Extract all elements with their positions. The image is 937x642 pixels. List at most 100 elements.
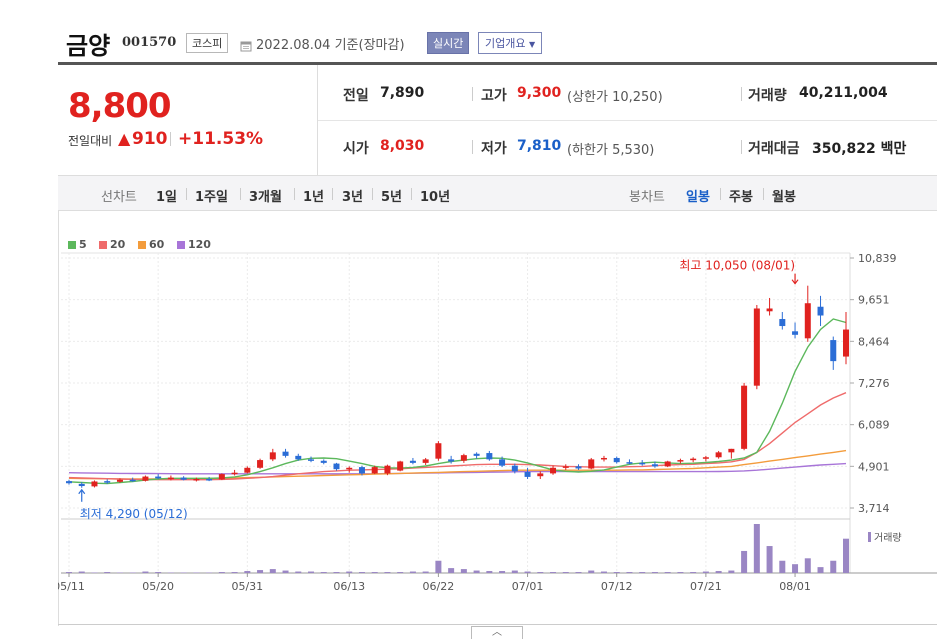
candle-down <box>320 460 327 463</box>
corp-info-dropdown[interactable]: 기업개요 ▼ <box>478 32 543 54</box>
volume-bar <box>486 571 493 573</box>
change-label: 전일대비 <box>68 134 113 148</box>
period-3y[interactable]: 3년 <box>342 190 364 205</box>
expand-chart-button[interactable]: ︿ <box>471 626 523 639</box>
candle-down <box>486 453 493 460</box>
amount-label: 거래대금 <box>748 141 800 157</box>
candle-down <box>779 319 786 327</box>
candle-up <box>116 479 123 482</box>
candlestick-chart: 10,839 9,651 8,464 7,276 6,089 4,901 3,714 05/1… <box>58 252 937 593</box>
volume-bar <box>206 572 213 574</box>
x-tick-label: 07/01 <box>512 580 544 593</box>
candle-up <box>460 455 467 461</box>
legend-swatch-ma60 <box>138 241 146 249</box>
low-value: 7,810 <box>517 138 562 154</box>
candle-up <box>804 303 811 339</box>
min-price-annotation: 최저 4,290 (05/12) <box>80 507 188 521</box>
ma-line-ma5 <box>68 318 847 485</box>
candle-down <box>499 459 506 466</box>
candle-up <box>728 448 735 453</box>
volume-bar <box>358 572 365 573</box>
volume-bar <box>397 572 404 573</box>
volume-bar <box>550 572 557 573</box>
chevron-up-icon: ︿ <box>492 627 502 638</box>
volume-value: 40,211,004 <box>799 85 888 101</box>
candle-up <box>843 329 849 357</box>
volume-bar <box>664 572 671 573</box>
candle-daily[interactable]: 일봉 <box>686 190 710 205</box>
candle-up <box>167 477 174 480</box>
volume-bar <box>371 572 378 573</box>
candle-up <box>690 458 697 461</box>
volume-bar <box>257 570 264 573</box>
volume-bar <box>600 571 607 573</box>
low-label: 저가 <box>481 141 507 157</box>
volume-bar <box>613 572 620 573</box>
volume-bar <box>409 571 416 573</box>
volume-bar <box>308 571 315 573</box>
candle-up <box>397 461 404 471</box>
y-tick-label: 6,089 <box>858 419 890 432</box>
period-1y[interactable]: 1년 <box>303 190 325 205</box>
legend-ma60: 60 <box>149 238 165 251</box>
lower-limit: (하한가 5,530) <box>567 143 655 158</box>
row-divider <box>318 120 937 121</box>
volume-bar <box>155 572 162 573</box>
candle-up <box>218 474 225 480</box>
volume-bar <box>295 571 302 573</box>
volume-bar <box>346 571 353 573</box>
divider <box>720 188 721 200</box>
period-1d[interactable]: 1일 <box>156 190 178 205</box>
candle-up <box>562 466 569 468</box>
candle-down <box>651 464 658 467</box>
amount-value: 350,822 백만 <box>812 138 906 158</box>
volume-bar <box>843 538 849 573</box>
max-arrow-head <box>791 279 799 285</box>
volume-label: 거래량 <box>748 88 787 104</box>
period-5y[interactable]: 5년 <box>381 190 403 205</box>
volume-bar <box>129 572 136 574</box>
volume-bar <box>511 570 518 573</box>
candle-up <box>231 472 238 475</box>
period-1w[interactable]: 1주일 <box>195 190 228 205</box>
x-tick-label: 07/12 <box>601 580 633 593</box>
candle-down <box>626 462 633 464</box>
date-suffix: 기준(장마감) <box>334 38 405 53</box>
candle-down <box>830 340 837 362</box>
candle-up <box>677 460 684 462</box>
volume-label: 거래량 <box>874 532 902 544</box>
x-tick-label: 06/13 <box>333 580 365 593</box>
divider <box>170 132 171 146</box>
up-arrow-icon: ▲ <box>118 129 131 148</box>
volume-bar <box>333 572 340 573</box>
x-tick-label: 07/21 <box>690 580 722 593</box>
corp-info-label: 기업개요 <box>485 37 526 50</box>
candle-weekly[interactable]: 주봉 <box>729 190 753 205</box>
candle-down <box>155 476 162 479</box>
candle-down <box>180 477 187 480</box>
volume-bar <box>766 546 773 573</box>
candle-up <box>702 457 709 459</box>
candle-up <box>435 443 442 459</box>
candle-up <box>600 457 607 460</box>
volume-bar <box>435 560 442 573</box>
legend-swatch-ma120 <box>177 241 185 249</box>
legend-ma120: 120 <box>188 238 211 251</box>
candle-down <box>511 465 518 472</box>
amount-number: 350,822 <box>812 141 876 157</box>
candle-monthly[interactable]: 월봉 <box>772 190 796 205</box>
volume-bar <box>588 570 595 573</box>
chart-area <box>58 211 937 626</box>
divider <box>240 188 241 200</box>
period-10y[interactable]: 10년 <box>420 190 451 205</box>
divider <box>741 140 742 154</box>
period-3m[interactable]: 3개월 <box>249 190 282 205</box>
prev-label: 전일 <box>343 88 369 104</box>
y-tick-label: 4,901 <box>858 460 890 473</box>
candle-up <box>244 467 251 473</box>
y-tick-label: 7,276 <box>858 377 890 390</box>
volume-bar <box>384 572 391 573</box>
volume-bar <box>575 572 582 573</box>
volume-bar <box>244 571 251 573</box>
realtime-button[interactable]: 실시간 <box>427 32 470 54</box>
